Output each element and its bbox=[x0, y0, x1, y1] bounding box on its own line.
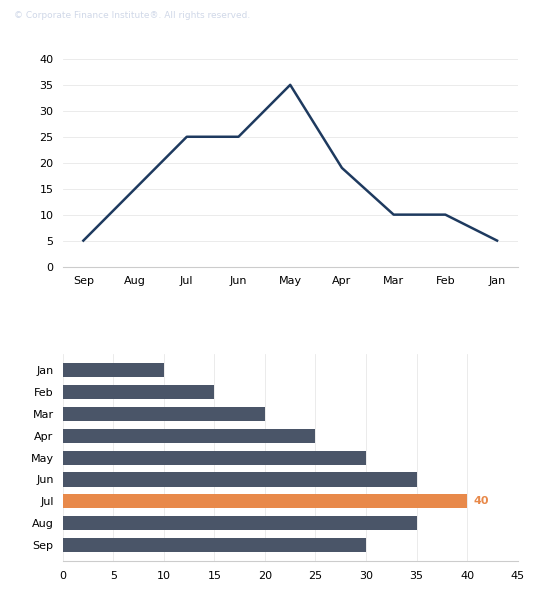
Text: © Corporate Finance Institute®. All rights reserved.: © Corporate Finance Institute®. All righ… bbox=[14, 11, 250, 20]
Bar bbox=[63, 363, 164, 378]
Bar bbox=[63, 472, 416, 487]
Bar bbox=[63, 407, 265, 421]
Bar bbox=[63, 450, 366, 465]
Text: 40: 40 bbox=[473, 497, 489, 506]
Bar bbox=[63, 385, 214, 399]
Text: Charts and Graphs Template: Charts and Graphs Template bbox=[166, 36, 379, 49]
Bar bbox=[63, 516, 416, 530]
Bar bbox=[63, 494, 467, 509]
Bar bbox=[63, 429, 316, 443]
Bar bbox=[63, 538, 366, 552]
